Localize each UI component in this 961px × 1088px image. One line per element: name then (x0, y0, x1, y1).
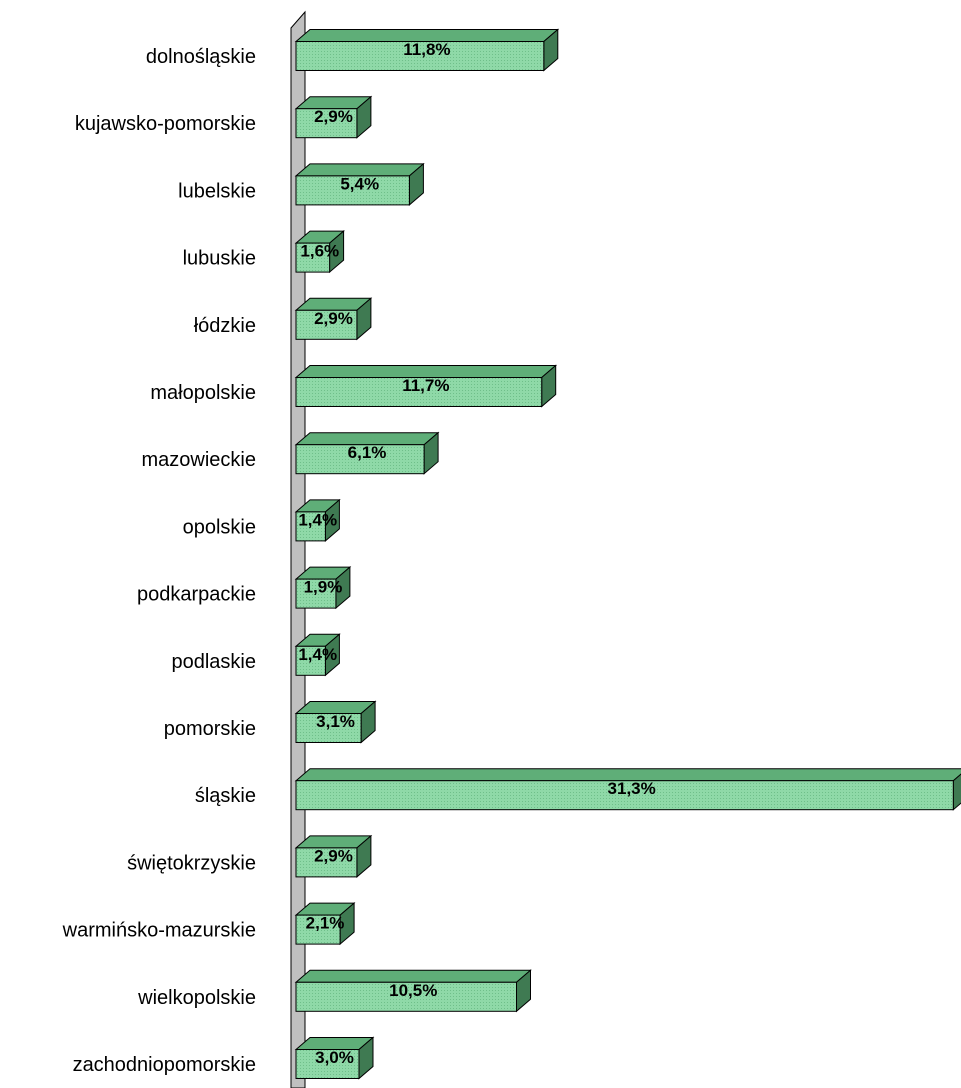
bars-group (294, 28, 961, 1080)
data-label: 1,4% (298, 510, 337, 529)
data-label: 3,0% (315, 1048, 354, 1067)
bar-front-face (295, 377, 543, 407)
bar-front-face (295, 713, 362, 743)
bar (294, 162, 425, 206)
category-label: podlaskie (171, 651, 256, 673)
category-label: wielkopolskie (137, 987, 256, 1009)
bar-front-face (295, 645, 326, 676)
bar (294, 230, 345, 274)
category-label: małopolskie (150, 382, 256, 404)
bar-front-face (295, 981, 517, 1012)
bar (294, 1036, 375, 1080)
data-label: 5,4% (340, 174, 379, 193)
data-label: 1,9% (304, 578, 343, 597)
category-label: opolskie (183, 516, 256, 538)
bar (294, 700, 377, 744)
bar (294, 364, 558, 408)
category-label: warmińsko-mazurskie (62, 920, 256, 942)
bar (294, 297, 373, 341)
category-label: łódzkie (194, 315, 256, 337)
category-labels: dolnośląskie kujawsko-pomorskie lubelskie l… (62, 46, 256, 1076)
axis-wall (290, 10, 306, 1088)
bar (294, 95, 373, 139)
category-label: lubuskie (183, 248, 256, 270)
bar-front-face (295, 578, 337, 609)
category-label: świętokrzyskie (127, 852, 256, 874)
bar (294, 902, 356, 946)
data-label: 11,8% (403, 40, 450, 59)
bar-front-face (295, 108, 358, 139)
data-label: 1,6% (300, 242, 339, 261)
bar-front-face (295, 444, 425, 475)
category-label: lubelskie (178, 180, 256, 202)
category-label: kujawsko-pomorskie (75, 113, 256, 135)
bar-front-face (295, 847, 358, 878)
bar (294, 498, 341, 542)
bar-front-face (295, 175, 410, 206)
bar (294, 633, 341, 677)
bar (294, 768, 961, 811)
bar (294, 431, 440, 475)
bar (294, 969, 532, 1013)
category-label: zachodniopomorskie (73, 1054, 256, 1076)
bar-front-face (295, 41, 545, 71)
bar-front-face (295, 511, 326, 542)
axis-wall-face (290, 10, 306, 1088)
category-label: podkarpackie (137, 584, 256, 606)
data-label: 2,9% (314, 107, 353, 126)
category-label: pomorskie (164, 718, 256, 740)
bar (294, 566, 352, 610)
data-label: 2,9% (314, 309, 353, 328)
data-label: 6,1% (348, 443, 387, 462)
data-label: 2,1% (306, 914, 345, 933)
bar-front-face (295, 914, 341, 945)
bar-front-face (295, 780, 954, 811)
bar (294, 28, 560, 72)
bar-front-face (295, 1049, 360, 1079)
data-label: 3,1% (316, 712, 355, 731)
bar-front-face (295, 242, 331, 273)
category-label: mazowieckie (142, 449, 256, 471)
category-label: śląskie (195, 785, 256, 807)
category-label: dolnośląskie (146, 46, 256, 68)
bar-front-face (295, 309, 358, 340)
data-labels: 11,8% 2,9% 5,4% 1,6% 2,9% 11,7% 6,1% 1,4% 1,9% 1,… (298, 40, 655, 1067)
data-label: 2,9% (314, 846, 353, 865)
data-label: 11,7% (402, 376, 449, 395)
data-label: 31,3% (608, 779, 656, 798)
bar (294, 834, 373, 878)
data-label: 1,4% (298, 645, 337, 664)
data-label: 10,5% (389, 981, 437, 1000)
